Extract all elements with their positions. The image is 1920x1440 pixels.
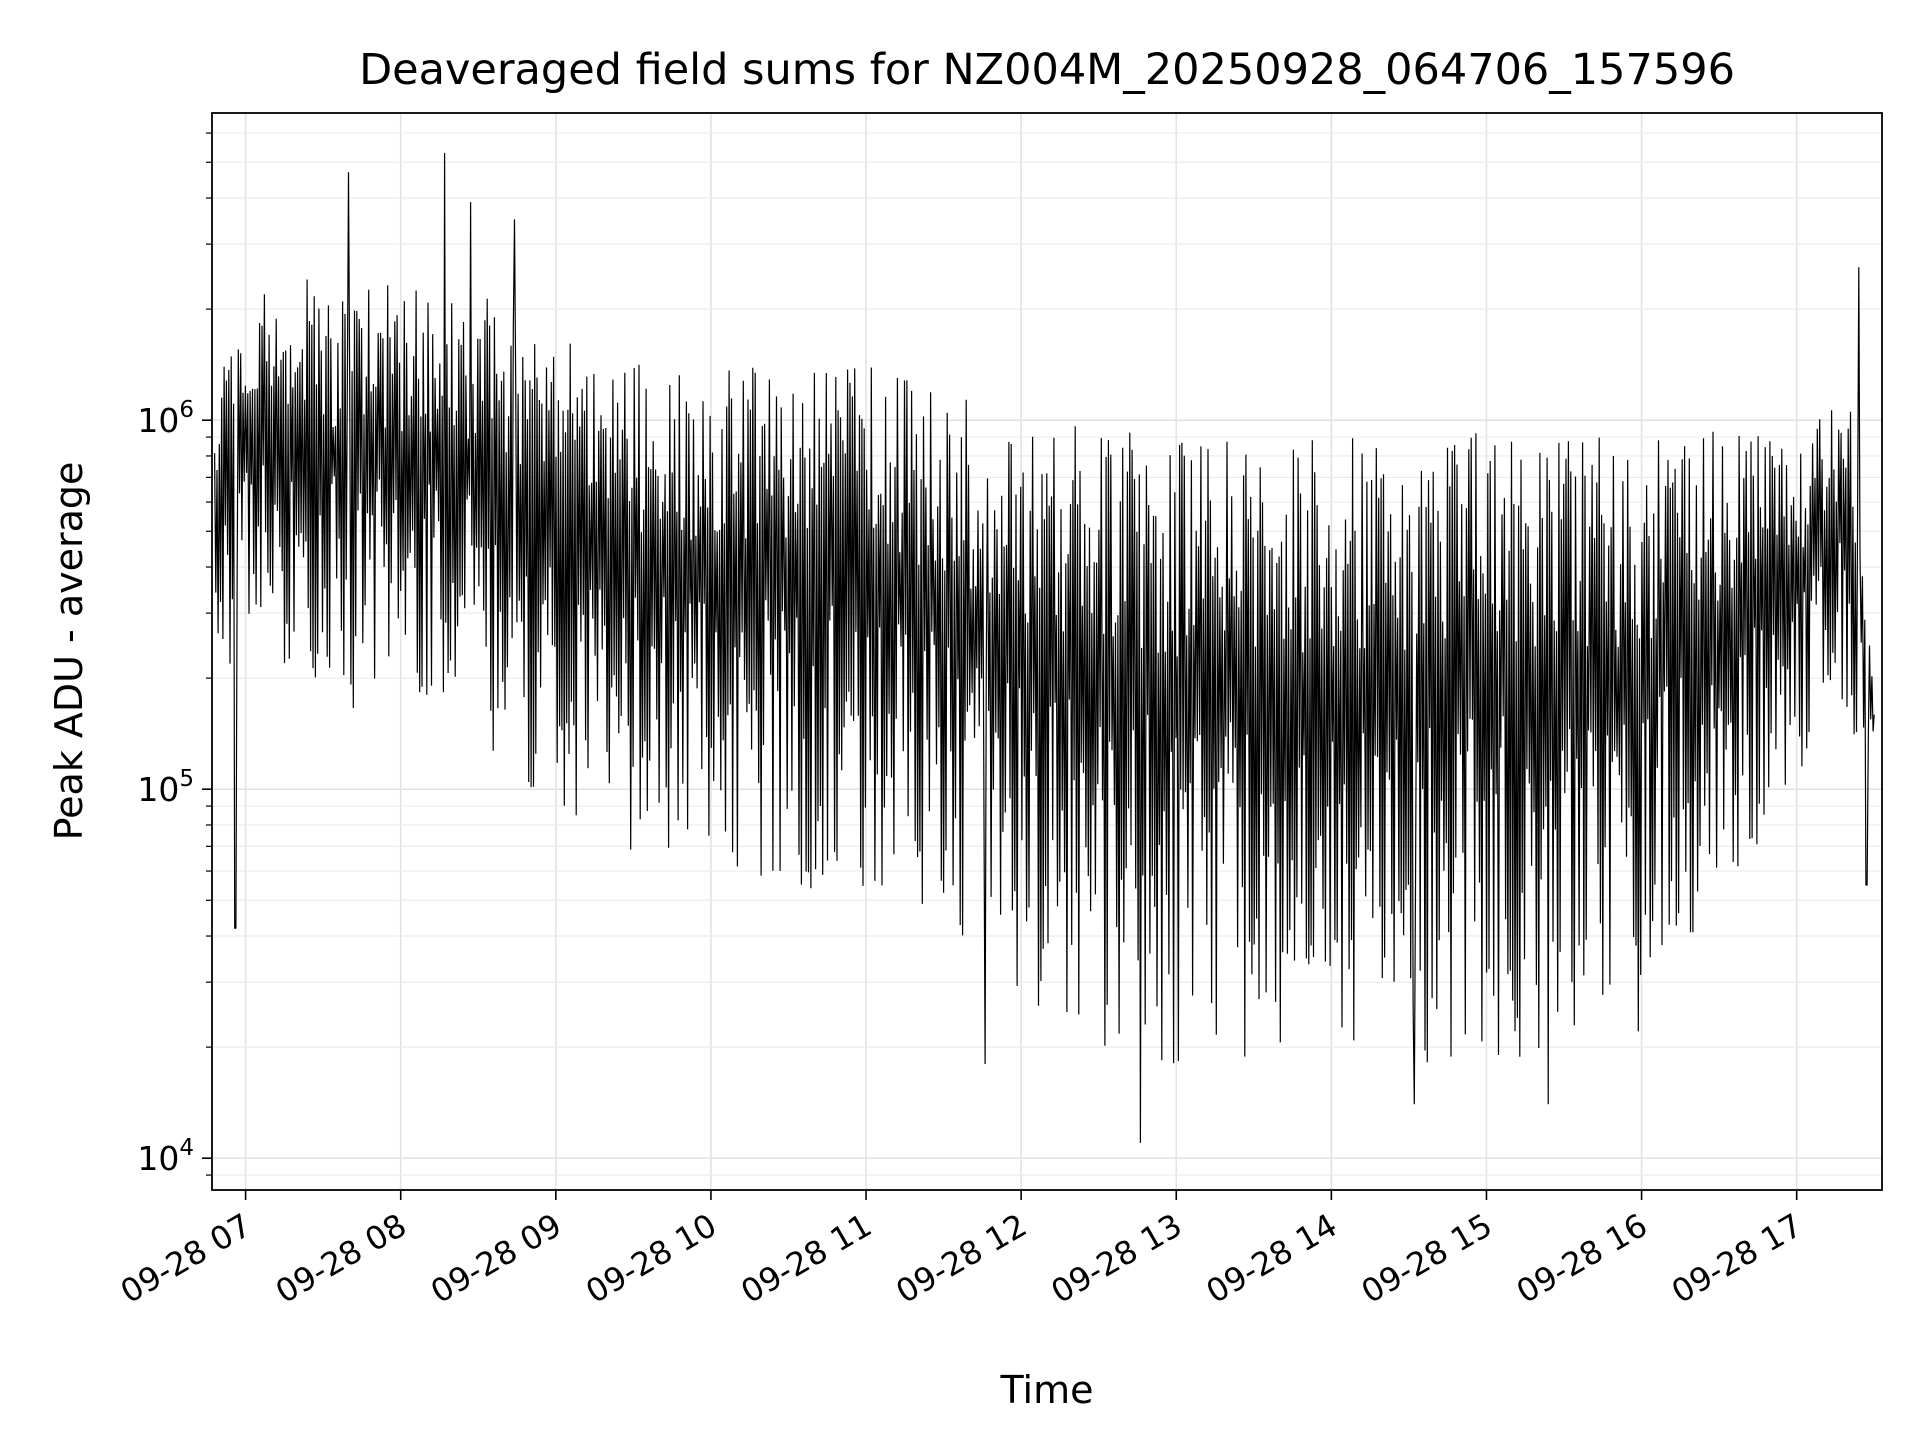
series-path	[214, 152, 1875, 1143]
x-axis-label: Time	[1000, 1368, 1094, 1412]
chart-title: Deaveraged field sums for NZ004M_2025092…	[359, 45, 1735, 95]
y-tick-label: 106	[137, 397, 194, 440]
y-tick-label: 104	[137, 1135, 194, 1178]
y-tick-label: 105	[137, 766, 194, 809]
series-line	[214, 152, 1875, 1143]
plot-frame	[211, 112, 1883, 1191]
y-axis-label: Peak ADU - average	[47, 462, 91, 841]
